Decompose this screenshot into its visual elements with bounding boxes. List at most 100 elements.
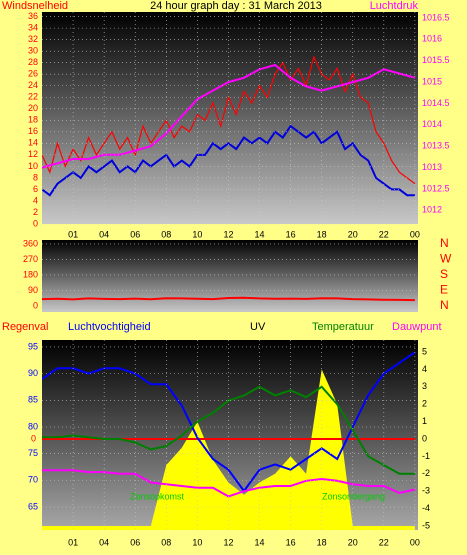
y2-tick-label: 1015 xyxy=(422,76,442,86)
y2-tick-label: 1016 xyxy=(422,34,442,44)
y2-tick-label: 1014.5 xyxy=(422,98,450,108)
y2-tick-label: N xyxy=(440,298,449,312)
x-tick-label: 10 xyxy=(192,537,202,547)
y-tick-label: 270 xyxy=(23,254,38,264)
y2-tick-label: 1016.5 xyxy=(422,12,450,22)
plot xyxy=(42,55,416,197)
x-tick-label: 16 xyxy=(286,537,296,547)
y-tick-label: 16 xyxy=(28,126,38,136)
y-tick-label: 20 xyxy=(28,103,38,113)
y-tick-label: 95 xyxy=(28,341,38,351)
x-tick-label: 08 xyxy=(161,537,171,547)
line xyxy=(42,55,416,185)
y2-tick-label: 0 xyxy=(422,433,427,443)
x-tick-label: 18 xyxy=(317,537,327,547)
legend-label: UV xyxy=(250,321,266,333)
y-tick-label: 65 xyxy=(28,501,38,511)
x-tick-label: 16 xyxy=(286,229,296,239)
y-tick-label: 36 xyxy=(28,11,38,21)
y2-tick-label: 1012 xyxy=(422,205,442,215)
y-tick-label: 90 xyxy=(28,368,38,378)
plot-area xyxy=(42,240,418,312)
y-tick-label: 8 xyxy=(33,172,38,182)
x-tick-label: 01 xyxy=(68,229,78,239)
legend-label: Regenval xyxy=(2,321,48,333)
legend-label: Dauwpunt xyxy=(392,321,442,333)
annotation: Zonsondergang xyxy=(322,491,385,501)
x-tick-label: 22 xyxy=(379,229,389,239)
y2-tick-label: -4 xyxy=(422,503,430,513)
x-tick-label: 12 xyxy=(223,229,233,239)
chart-title: 24 hour graph day : 31 March 2013 xyxy=(150,0,322,12)
y2-tick-label: E xyxy=(440,283,448,297)
y-tick-label: 26 xyxy=(28,69,38,79)
y-tick-label: 80 xyxy=(28,421,38,431)
y-tick-label: 70 xyxy=(28,475,38,485)
x-tick-label: 04 xyxy=(99,537,109,547)
y-tick-label: 75 xyxy=(28,448,38,458)
y2-tick-label: 5 xyxy=(422,346,427,356)
y-tick-label: 30 xyxy=(28,46,38,56)
x-tick-label: 06 xyxy=(130,229,140,239)
y2-tick-label: N xyxy=(440,236,449,250)
y2-tick-label: 1012.5 xyxy=(422,183,450,193)
x-tick-label: 20 xyxy=(348,229,358,239)
y-tick-label: 2 xyxy=(33,207,38,217)
y-tick-label: 22 xyxy=(28,92,38,102)
x-tick-label: 00 xyxy=(410,229,420,239)
x-tick-label: 08 xyxy=(161,229,171,239)
y-tick-label: 90 xyxy=(28,285,38,295)
y-tick-label: 6 xyxy=(33,184,38,194)
legend-label: Temperatuur xyxy=(312,321,374,333)
x-tick-label: 22 xyxy=(379,537,389,547)
x-tick-label: 00 xyxy=(410,537,420,547)
x-tick-label: 12 xyxy=(223,537,233,547)
line xyxy=(42,63,416,169)
rain-tick-label: 0 xyxy=(31,433,36,443)
y-tick-label: 34 xyxy=(28,23,38,33)
legend-label: Luchtvochtigheid xyxy=(68,321,151,333)
y2-tick-label: S xyxy=(440,267,448,281)
y-tick-label: 4 xyxy=(33,195,38,205)
annotation: Zonsopkomst xyxy=(130,491,185,501)
line xyxy=(42,296,415,302)
y2-tick-label: 1013.5 xyxy=(422,141,450,151)
y2-tick-label: 1013 xyxy=(422,162,442,172)
y2-tick-label: W xyxy=(440,252,452,266)
y-tick-label: 360 xyxy=(23,238,38,248)
y2-tick-label: 2 xyxy=(422,399,427,409)
y-tick-label: 18 xyxy=(28,115,38,125)
x-tick-label: 14 xyxy=(255,537,265,547)
y-tick-label: 0 xyxy=(33,218,38,228)
y2-axis-title: Luchtdruk xyxy=(370,0,419,12)
y2-tick-label: -1 xyxy=(422,451,430,461)
y2-tick-label: 1014 xyxy=(422,119,442,129)
y-tick-label: 32 xyxy=(28,34,38,44)
y-tick-label: 0 xyxy=(33,300,38,310)
x-tick-label: 06 xyxy=(130,537,140,547)
y-tick-label: 28 xyxy=(28,57,38,67)
plot xyxy=(42,296,415,302)
y-axis-title: Windsnelheid xyxy=(2,0,68,12)
plot-area xyxy=(42,12,418,224)
y2-tick-label: -3 xyxy=(422,486,430,496)
y-tick-label: 12 xyxy=(28,149,38,159)
x-tick-label: 18 xyxy=(317,229,327,239)
y-tick-label: 10 xyxy=(28,161,38,171)
y2-tick-label: -5 xyxy=(422,520,430,530)
x-tick-label: 01 xyxy=(68,537,78,547)
y-tick-label: 180 xyxy=(23,269,38,279)
y-tick-label: 14 xyxy=(28,138,38,148)
y2-tick-label: 1 xyxy=(422,416,427,426)
x-tick-label: 10 xyxy=(192,229,202,239)
y2-tick-label: 1015.5 xyxy=(422,55,450,65)
x-tick-label: 14 xyxy=(255,229,265,239)
y-tick-label: 85 xyxy=(28,395,38,405)
x-tick-label: 04 xyxy=(99,229,109,239)
line xyxy=(42,124,415,197)
x-tick-label: 20 xyxy=(348,537,358,547)
y2-tick-label: 3 xyxy=(422,381,427,391)
area xyxy=(42,369,415,530)
y-tick-label: 24 xyxy=(28,80,38,90)
